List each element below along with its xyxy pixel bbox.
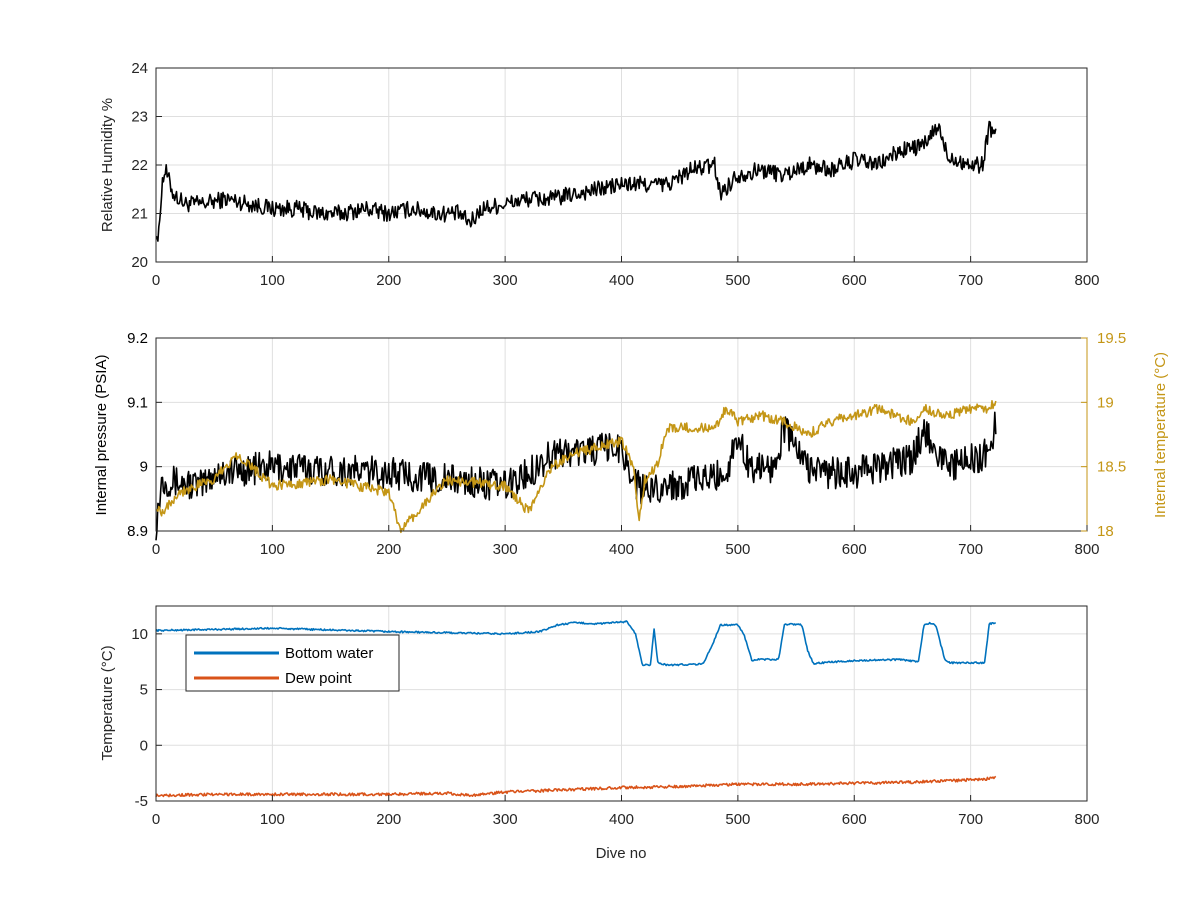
x-ticks-1: 0 100 200 300 400 500 600 700 800 (152, 256, 1100, 289)
legend-label-bottom-water: Bottom water (285, 645, 373, 662)
y2-ticks-2: 18 18.5 19 19.5 (1081, 330, 1126, 540)
y-tick-label: 5 (140, 682, 148, 699)
x-tick-label: 700 (958, 541, 983, 558)
series-lines-1 (155, 120, 997, 242)
x-tick-label: 600 (842, 541, 867, 558)
series-line-1-0 (155, 411, 997, 541)
x-tick-label: 600 (842, 811, 867, 828)
y-tick-label: 0 (140, 737, 148, 754)
x-tick-label: 200 (376, 541, 401, 558)
legend: Bottom water Dew point (185, 634, 400, 692)
y-ticks-1: 20 21 22 23 24 (131, 60, 162, 271)
x-axis-label-3: Dive no (596, 845, 647, 862)
x-tick-label: 600 (842, 272, 867, 289)
x-ticks-3: 0 100 200 300 400 500 600 700 800 (152, 795, 1100, 828)
y-axis-label-2: Internal pressure (PSIA) (93, 355, 110, 516)
y2-tick-label: 18.5 (1097, 459, 1126, 476)
series-line-dew-point (155, 775, 997, 798)
y-ticks-2: 8.9 9 9.1 9.2 (127, 330, 162, 540)
y2-tick-label: 19.5 (1097, 330, 1126, 347)
x-tick-label: 300 (493, 272, 518, 289)
series-lines-2 (155, 400, 997, 541)
x-tick-label: 700 (958, 272, 983, 289)
panel-relative-humidity: 0 100 200 300 400 500 600 700 800 20 21 22 23 24 Rel… (99, 60, 1100, 289)
x-tick-label: 500 (725, 811, 750, 828)
x-tick-label: 500 (725, 272, 750, 289)
series-line-0-0 (155, 120, 997, 242)
x-tick-label: 100 (260, 811, 285, 828)
y2-tick-label: 18 (1097, 523, 1114, 540)
x-tick-label: 0 (152, 541, 160, 558)
x-tick-label: 800 (1074, 541, 1099, 558)
y2-axis-label-2: Internal temperature (°C) (1152, 352, 1169, 518)
y-tick-label: 21 (131, 206, 148, 223)
x-ticks-2: 0 100 200 300 400 500 600 700 800 (152, 525, 1100, 558)
x-tick-label: 300 (493, 811, 518, 828)
x-tick-label: 800 (1074, 272, 1099, 289)
x-tick-label: 300 (493, 541, 518, 558)
x-tick-label: 400 (609, 272, 634, 289)
y-tick-label: 9.1 (127, 394, 148, 411)
y-tick-label: 20 (131, 254, 148, 271)
x-tick-label: 0 (152, 272, 160, 289)
y-ticks-3: -5 0 5 10 (131, 626, 162, 810)
series-lines-3 (155, 620, 997, 798)
y-axis-label-3: Temperature (°C) (99, 645, 116, 760)
x-tick-label: 400 (609, 541, 634, 558)
series-line-1-1 (155, 400, 997, 534)
y-tick-label: 8.9 (127, 523, 148, 540)
y-tick-label: 9.2 (127, 330, 148, 347)
x-tick-label: 200 (376, 272, 401, 289)
panel-internal-pressure: 0 100 200 300 400 500 600 700 800 8.999.19.2 181… (93, 330, 1169, 558)
y-axis-label-1: Relative Humidity % (99, 98, 116, 232)
legend-label-dew-point: Dew point (285, 670, 353, 687)
series-line-bottom-water (155, 620, 996, 667)
x-tick-label: 100 (260, 541, 285, 558)
y-tick-label: 23 (131, 109, 148, 126)
y-tick-label: -5 (135, 793, 148, 810)
x-tick-label: 500 (725, 541, 750, 558)
y-tick-label: 9 (140, 459, 148, 476)
y-tick-label: 24 (131, 60, 148, 77)
x-tick-label: 200 (376, 811, 401, 828)
y-tick-label: 22 (131, 157, 148, 174)
y2-tick-label: 19 (1097, 394, 1114, 411)
x-tick-label: 0 (152, 811, 160, 828)
x-tick-label: 100 (260, 272, 285, 289)
y-tick-label: 10 (131, 626, 148, 643)
x-tick-label: 400 (609, 811, 634, 828)
legend-box (185, 634, 400, 692)
x-tick-label: 700 (958, 811, 983, 828)
x-tick-label: 800 (1074, 811, 1099, 828)
